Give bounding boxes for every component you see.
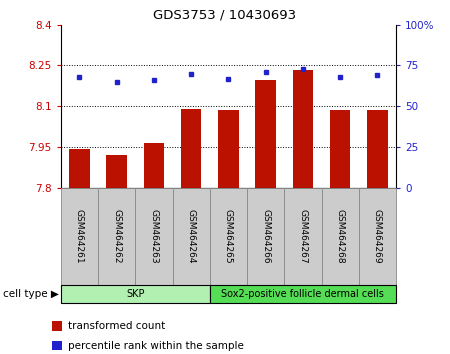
Bar <box>367 110 387 188</box>
Bar <box>210 188 247 285</box>
Text: GSM464263: GSM464263 <box>149 209 158 264</box>
Text: GSM464264: GSM464264 <box>187 209 196 263</box>
Bar <box>181 109 201 188</box>
Text: GSM464269: GSM464269 <box>373 209 382 264</box>
Bar <box>98 188 135 285</box>
Text: GSM464266: GSM464266 <box>261 209 270 264</box>
Text: SKP: SKP <box>126 289 144 299</box>
Bar <box>144 143 164 188</box>
Bar <box>210 285 396 303</box>
Bar <box>106 155 127 188</box>
Bar <box>61 285 210 303</box>
Bar <box>284 188 321 285</box>
Text: GSM464265: GSM464265 <box>224 209 233 264</box>
Text: percentile rank within the sample: percentile rank within the sample <box>68 341 244 350</box>
Bar <box>218 110 239 188</box>
Bar <box>359 188 396 285</box>
Bar <box>135 188 172 285</box>
Text: GSM464267: GSM464267 <box>298 209 307 264</box>
Text: GDS3753 / 10430693: GDS3753 / 10430693 <box>153 9 297 22</box>
Text: transformed count: transformed count <box>68 321 166 331</box>
Text: GSM464261: GSM464261 <box>75 209 84 264</box>
Bar <box>247 188 284 285</box>
Bar <box>172 188 210 285</box>
Bar <box>292 70 313 188</box>
Text: cell type ▶: cell type ▶ <box>3 289 58 299</box>
Bar <box>321 188 359 285</box>
Text: GSM464268: GSM464268 <box>336 209 345 264</box>
Bar <box>69 149 90 188</box>
Text: GSM464262: GSM464262 <box>112 209 121 263</box>
Bar <box>61 188 98 285</box>
Bar <box>256 80 276 188</box>
Bar <box>330 110 351 188</box>
Text: Sox2-positive follicle dermal cells: Sox2-positive follicle dermal cells <box>221 289 384 299</box>
